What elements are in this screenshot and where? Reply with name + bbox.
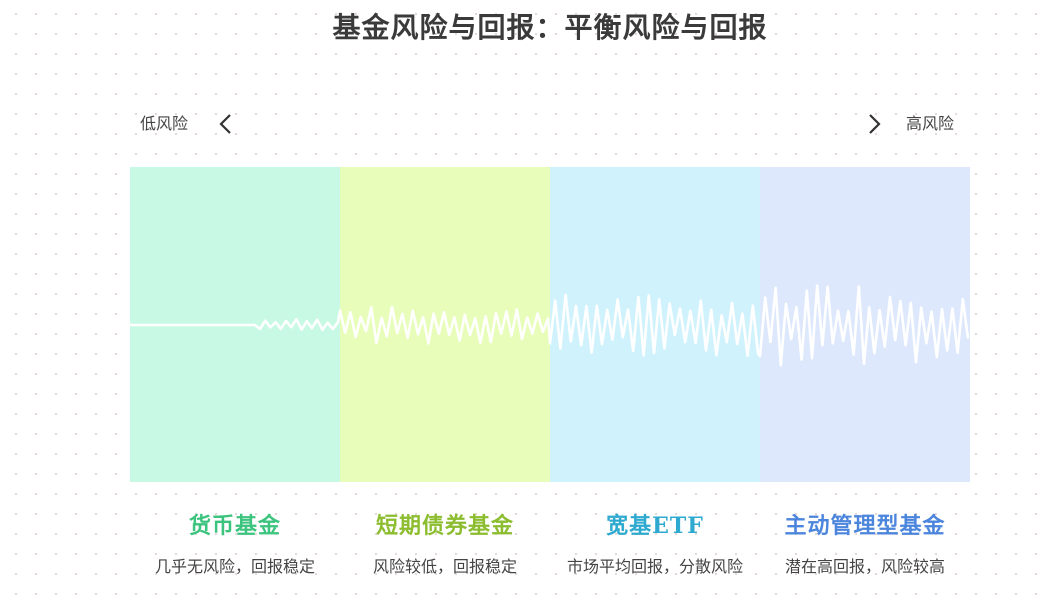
caption-broad-etf: 宽基ETF 市场平均回报，分散风险 xyxy=(550,508,760,577)
band-active-fund xyxy=(760,167,970,482)
caption-money-fund: 货币基金 几乎无风险，回报稳定 xyxy=(130,508,340,577)
category-name: 货币基金 xyxy=(188,513,281,539)
caption-short-bond-fund: 短期债券基金 风险较低，回报稳定 xyxy=(340,508,550,577)
low-risk-label: 低风险 xyxy=(140,114,189,133)
category-name: 宽基ETF xyxy=(606,513,704,539)
category-desc: 市场平均回报，分散风险 xyxy=(566,557,743,576)
category-desc: 风险较低，回报稳定 xyxy=(372,557,517,576)
chevron-right-icon xyxy=(869,114,881,134)
page-title: 基金风险与回报：平衡风险与回报 xyxy=(332,11,768,44)
high-risk-label: 高风险 xyxy=(906,114,955,133)
category-desc: 潜在高回报，风险较高 xyxy=(784,557,945,576)
category-name: 短期债券基金 xyxy=(375,513,514,539)
volatility-line xyxy=(130,284,970,367)
caption-active-fund: 主动管理型基金 潜在高回报，风险较高 xyxy=(760,508,970,577)
risk-spectrum-panel xyxy=(130,167,970,482)
category-name: 主动管理型基金 xyxy=(784,513,946,539)
chevron-left-icon xyxy=(219,114,231,134)
volatility-wave xyxy=(130,284,970,367)
category-desc: 几乎无风险，回报稳定 xyxy=(154,557,315,576)
